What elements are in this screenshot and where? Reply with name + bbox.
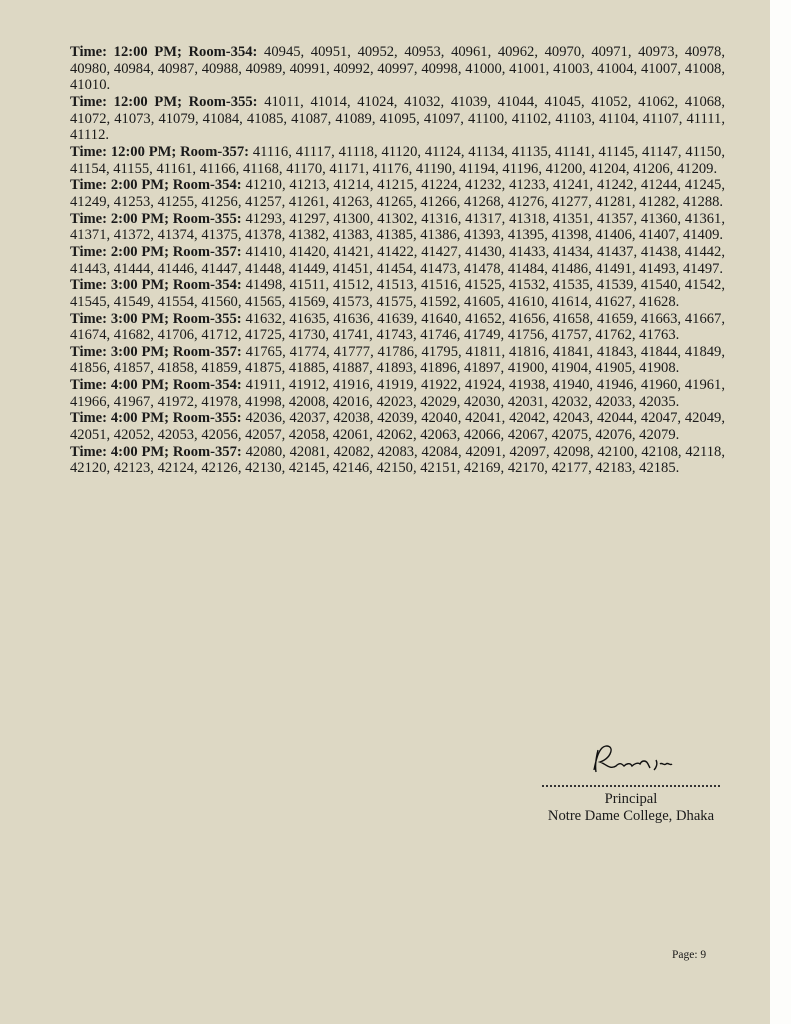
roll-numbers: 41632, 41635, 41636, 41639, 41640, 41652…	[70, 310, 725, 344]
roll-numbers: 42036, 42037, 42038, 42039, 42040, 42041…	[70, 410, 725, 444]
schedule-entry: Time: 3:00 PM; Room-355: 41632, 41635, 4…	[70, 311, 725, 344]
schedule-entry: Time: 3:00 PM; Room-357: 41765, 41774, 4…	[70, 344, 725, 377]
page-number: Page: 9	[672, 949, 707, 961]
schedule-entry: Time: 12:00 PM; Room-354: 40945, 40951, …	[70, 44, 725, 94]
time-room-label: Time: 3:00 PM; Room-354:	[70, 277, 242, 294]
time-room-label: Time: 2:00 PM; Room-357:	[70, 243, 242, 260]
time-room-label: Time: 2:00 PM; Room-354:	[70, 177, 242, 194]
seat-plan-list: Time: 12:00 PM; Room-354: 40945, 40951, …	[70, 44, 725, 477]
roll-numbers: 41911, 41912, 41916, 41919, 41922, 41924…	[70, 377, 726, 410]
signatory-institution: Notre Dame College, Dhaka	[547, 808, 715, 824]
schedule-entry: Time: 3:00 PM; Room-354: 41498, 41511, 4…	[70, 277, 725, 310]
roll-numbers: 41011, 41014, 41024, 41032, 41039, 41044…	[70, 93, 725, 144]
schedule-entry: Time: 2:00 PM; Room-354: 41210, 41213, 4…	[70, 177, 725, 210]
schedule-entry: Time: 12:00 PM; Room-357: 41116, 41117, …	[70, 144, 725, 177]
signature-block: Principal Notre Dame College, Dhaka	[538, 742, 724, 825]
time-room-label: Time: 12:00 PM; Room-354:	[70, 44, 258, 60]
schedule-entry: Time: 2:00 PM; Room-355: 41293, 41297, 4…	[70, 211, 725, 244]
schedule-entry: Time: 12:00 PM; Room-355: 41011, 41014, …	[70, 94, 725, 144]
time-room-label: Time: 2:00 PM; Room-355:	[70, 210, 242, 227]
schedule-entry: Time: 2:00 PM; Room-357: 41410, 41420, 4…	[70, 244, 725, 277]
schedule-entry: Time: 4:00 PM; Room-357: 42080, 42081, 4…	[70, 444, 725, 477]
time-room-label: Time: 3:00 PM; Room-355:	[70, 310, 242, 327]
schedule-entry: Time: 4:00 PM; Room-354: 41911, 41912, 4…	[70, 377, 725, 410]
time-room-label: Time: 12:00 PM; Room-355:	[70, 93, 258, 110]
roll-numbers: 41210, 41213, 41214, 41215, 41224, 41232…	[70, 177, 725, 210]
roll-numbers: 41765, 41774, 41777, 41786, 41795, 41811…	[70, 343, 726, 377]
roll-numbers: 41116, 41117, 41118, 41120, 41124, 41134…	[70, 143, 725, 177]
roll-numbers: 41410, 41420, 41421, 41422, 41427, 41430…	[70, 243, 725, 277]
signature-line	[542, 785, 720, 787]
schedule-entry: Time: 4:00 PM; Room-355: 42036, 42037, 4…	[70, 410, 725, 443]
time-room-label: Time: 4:00 PM; Room-355:	[70, 410, 242, 427]
signature-image	[593, 745, 673, 773]
roll-numbers: 42080, 42081, 42082, 42083, 42084, 42091…	[70, 443, 726, 477]
time-room-label: Time: 3:00 PM; Room-357:	[70, 343, 242, 360]
roll-numbers: 41498, 41511, 41512, 41513, 41516, 41525…	[70, 277, 726, 310]
time-room-label: Time: 12:00 PM; Room-357:	[70, 143, 249, 160]
roll-numbers: 40945, 40951, 40952, 40953, 40961, 40962…	[70, 44, 726, 94]
signatory-title: Principal	[604, 791, 658, 807]
time-room-label: Time: 4:00 PM; Room-354:	[70, 377, 242, 394]
roll-numbers: 41293, 41297, 41300, 41302, 41316, 41317…	[70, 210, 725, 244]
time-room-label: Time: 4:00 PM; Room-357:	[70, 443, 242, 460]
document-page: Time: 12:00 PM; Room-354: 40945, 40951, …	[0, 0, 770, 1024]
